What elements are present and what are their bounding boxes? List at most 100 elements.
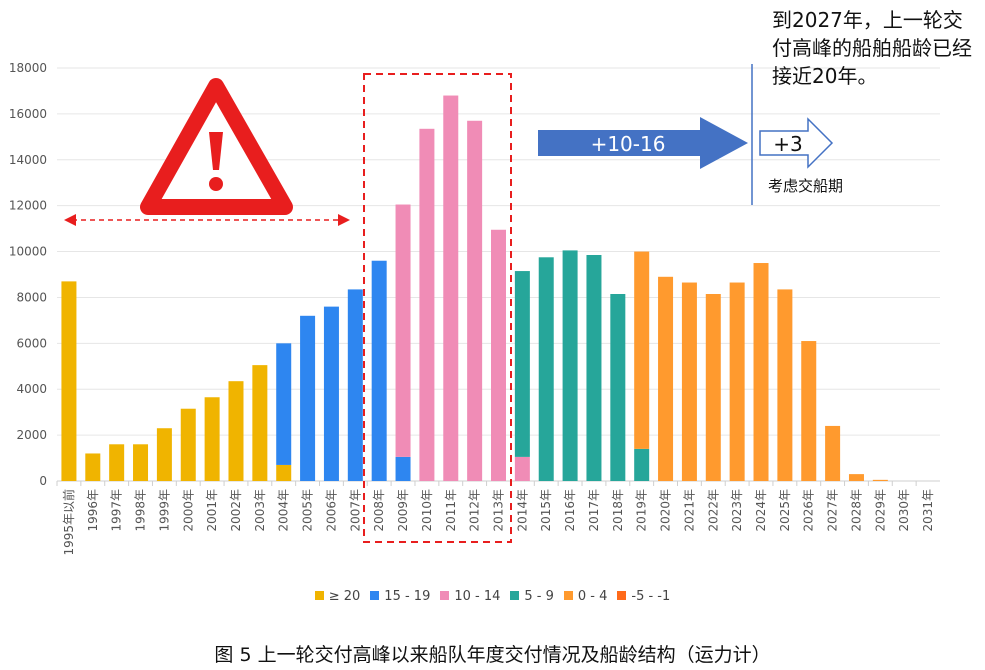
x-tick-label: 2006年 bbox=[324, 489, 338, 532]
legend-swatch bbox=[563, 591, 573, 600]
x-tick-label: 2016年 bbox=[563, 489, 577, 532]
bar-segment bbox=[109, 444, 125, 481]
blue-arrow: +10-16 bbox=[538, 117, 748, 169]
x-tick-label: 2004年 bbox=[277, 489, 291, 532]
bar-segment bbox=[801, 341, 817, 481]
bar-segment bbox=[658, 276, 674, 481]
bar-segment bbox=[825, 425, 841, 481]
bar-segment bbox=[753, 263, 769, 481]
x-tick-label: 1997年 bbox=[110, 489, 124, 532]
blue-arrow-label: +10-16 bbox=[591, 132, 666, 156]
x-tick-label: 2027年 bbox=[826, 489, 840, 532]
y-tick-label: 0 bbox=[39, 474, 47, 488]
legend-item: 0 - 4 bbox=[563, 589, 608, 604]
x-tick-label: 2009年 bbox=[396, 489, 410, 532]
y-tick-label: 16000 bbox=[9, 107, 47, 121]
bar-segment bbox=[228, 381, 244, 481]
bar-segment bbox=[705, 294, 721, 481]
legend-item: -5 - -1 bbox=[617, 589, 670, 604]
x-tick-label: 2005年 bbox=[301, 489, 315, 532]
bar-segment bbox=[610, 294, 626, 481]
x-tick-label: 1996年 bbox=[86, 489, 100, 532]
legend-label: 10 - 14 bbox=[454, 589, 501, 604]
bars bbox=[61, 95, 888, 482]
y-tick-label: 12000 bbox=[9, 199, 47, 213]
bar-segment bbox=[514, 271, 530, 457]
x-tick-label: 2008年 bbox=[372, 489, 386, 532]
x-tick-label: 2007年 bbox=[348, 489, 362, 532]
bar-segment bbox=[85, 453, 101, 481]
bar-segment bbox=[276, 464, 292, 481]
bar-segment bbox=[872, 479, 888, 481]
figure-caption: 图 5 上一轮交付高峰以来船队年度交付情况及船龄结构（运力计） bbox=[214, 644, 771, 666]
x-tick-label: 2018年 bbox=[611, 489, 625, 532]
bar-segment bbox=[777, 289, 793, 481]
y-tick-label: 6000 bbox=[16, 336, 47, 350]
x-tick-label: 1998年 bbox=[134, 489, 148, 532]
annotation-delivery-note: 考虑交船期 bbox=[768, 177, 844, 195]
x-tick-label: 2000年 bbox=[181, 489, 195, 532]
legend-item: 10 - 14 bbox=[440, 589, 500, 604]
legend-swatch bbox=[440, 591, 450, 600]
dashed-range-arrow bbox=[64, 214, 350, 226]
x-tick-label: 1995年以前 bbox=[61, 489, 76, 556]
legend-label: 0 - 4 bbox=[577, 589, 608, 604]
bar-segment bbox=[395, 456, 411, 481]
warning-triangle-icon bbox=[140, 78, 293, 215]
bar-segment bbox=[180, 408, 196, 481]
y-tick-label: 8000 bbox=[16, 290, 47, 304]
bar-segment bbox=[61, 281, 77, 481]
bar-segment bbox=[204, 397, 220, 481]
bar-segment bbox=[395, 204, 411, 457]
x-tick-label: 2020年 bbox=[659, 489, 673, 532]
bar-segment bbox=[586, 254, 602, 481]
legend-swatch bbox=[617, 591, 627, 600]
x-tick-label: 2031年 bbox=[921, 489, 935, 532]
bar-segment bbox=[491, 229, 506, 481]
legend-swatch bbox=[510, 591, 520, 600]
x-tick-label: 2025年 bbox=[778, 489, 792, 532]
bar-segment bbox=[156, 428, 172, 481]
y-tick-label: 10000 bbox=[9, 245, 47, 259]
legend-label: 15 - 19 bbox=[384, 589, 431, 604]
bar-segment bbox=[681, 282, 697, 481]
peak-highlight-box bbox=[363, 73, 512, 543]
legend-item: 15 - 19 bbox=[370, 589, 430, 604]
x-axis-ticks: 1995年以前 1996年 1997年 1998年 1999年 2000年 2001年 200… bbox=[56, 481, 935, 556]
x-tick-label: 2017年 bbox=[587, 489, 601, 532]
bar-segment bbox=[419, 128, 435, 481]
bar-segment bbox=[276, 343, 292, 465]
annotation-note: 到2027年，上一轮交付高峰的船舶船龄已经接近20年。 bbox=[772, 8, 972, 88]
bar-segment bbox=[729, 282, 745, 481]
x-tick-label: 2019年 bbox=[635, 489, 649, 532]
bar-segment bbox=[252, 365, 268, 481]
x-tick-label: 2029年 bbox=[873, 489, 887, 532]
x-tick-label: 2026年 bbox=[802, 489, 816, 532]
legend-item: ≥ 20 bbox=[314, 589, 360, 604]
outline-arrow-label: +3 bbox=[773, 132, 802, 156]
bar-segment bbox=[848, 474, 864, 481]
legend: ≥ 20 15 - 19 10 - 14 5 - 9 0 - 4 -5 - -1 bbox=[0, 589, 985, 604]
bar-segment bbox=[300, 315, 316, 481]
bar-segment bbox=[467, 120, 483, 482]
legend-label: -5 - -1 bbox=[631, 589, 671, 604]
x-tick-label: 1999年 bbox=[157, 489, 171, 532]
x-tick-label: 2028年 bbox=[849, 489, 863, 532]
x-tick-label: 2003年 bbox=[253, 489, 267, 532]
legend-label: 5 - 9 bbox=[524, 589, 554, 604]
bar-segment bbox=[323, 306, 339, 481]
y-tick-label: 2000 bbox=[16, 428, 47, 442]
bar-segment bbox=[347, 289, 363, 481]
bar-segment bbox=[514, 456, 530, 481]
bar-segment bbox=[133, 444, 149, 481]
bar-segment bbox=[634, 251, 650, 449]
x-tick-label: 2024年 bbox=[754, 489, 768, 532]
x-tick-label: 2001年 bbox=[205, 489, 219, 532]
legend-swatch bbox=[370, 591, 380, 600]
y-tick-label: 14000 bbox=[9, 153, 47, 167]
x-tick-label: 2010年 bbox=[420, 489, 434, 532]
x-tick-label: 2011年 bbox=[444, 489, 458, 532]
legend-item: 5 - 9 bbox=[510, 589, 554, 604]
y-axis-ticks: 0 2000 4000 6000 8000 10000 12000 14000 16000 180… bbox=[9, 61, 47, 488]
